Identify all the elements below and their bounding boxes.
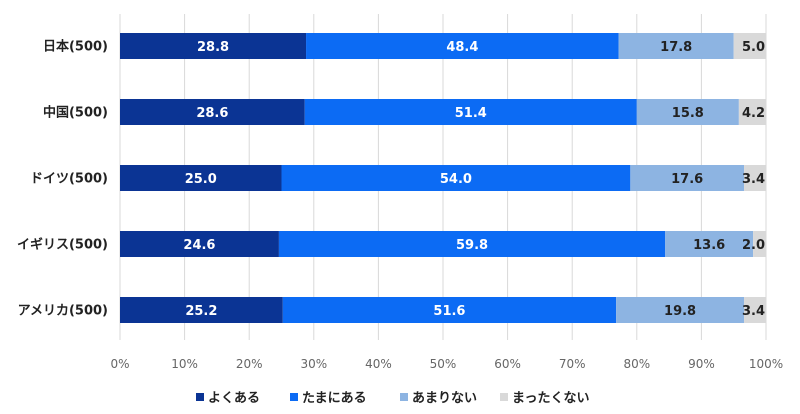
category-label: ドイツ(500) <box>30 172 108 187</box>
bar-segment <box>120 165 282 191</box>
bar-segment <box>304 99 637 125</box>
bar-segment <box>278 231 666 257</box>
bar-value-label: 13.6 <box>693 238 725 253</box>
bar-value-label: 3.4 <box>742 172 765 187</box>
bar-value-label: 25.0 <box>185 172 217 187</box>
category-labels: 日本(500) 中国(500) ドイツ(500) イギリス(500) アメリカ(500) <box>17 39 108 319</box>
x-tick-label: 50% <box>430 357 457 371</box>
legend: よくある たまにある あまりない まったくない <box>196 391 589 406</box>
bar-value-label: 59.8 <box>456 238 488 253</box>
bar-value-label: 28.6 <box>196 106 228 121</box>
bar-segment <box>744 165 766 191</box>
legend-swatch <box>196 393 204 401</box>
bar-value-label: 25.2 <box>185 304 217 319</box>
bar-segment <box>733 33 766 59</box>
bar-value-label: 15.8 <box>672 106 704 121</box>
bar-segment <box>665 231 754 257</box>
bar-value-label: 19.8 <box>664 304 696 319</box>
bar-segment <box>753 231 766 257</box>
bar-segment <box>738 99 766 125</box>
bar-segment <box>120 33 307 59</box>
bar-value-label: 5.0 <box>742 40 765 55</box>
category-label: 中国(500) <box>43 105 108 121</box>
category-label: イギリス(500) <box>17 237 108 253</box>
x-tick-label: 100% <box>749 357 783 371</box>
x-tick-label: 20% <box>236 357 263 371</box>
bar-value-label: 54.0 <box>440 172 472 187</box>
bar-value-label: 4.2 <box>742 106 765 121</box>
legend-swatch <box>500 393 508 401</box>
bar-segment <box>616 297 745 323</box>
bar-value-label: 48.4 <box>446 40 478 55</box>
bar-value-label: 2.0 <box>742 238 765 253</box>
x-tick-label: 80% <box>623 357 650 371</box>
bar-segment <box>281 165 631 191</box>
legend-label: あまりない <box>412 391 477 406</box>
bar-segment <box>306 33 619 59</box>
bar-value-label: 51.4 <box>455 106 487 121</box>
bar-segment <box>120 297 283 323</box>
x-axis-ticks: 0% 10% 20% 30% 40% 50% 60% 70% 80% 90% 100% <box>110 357 783 371</box>
x-tick-label: 0% <box>110 357 129 371</box>
bar-segment <box>630 165 745 191</box>
x-tick-label: 70% <box>559 357 586 371</box>
bar-segment <box>120 99 305 125</box>
x-tick-label: 30% <box>300 357 327 371</box>
x-tick-label: 40% <box>365 357 392 371</box>
bar-value-label: 24.6 <box>183 238 215 253</box>
bar-value-label: 28.8 <box>197 40 229 55</box>
legend-label: よくある <box>208 391 260 406</box>
bar-value-label: 17.6 <box>671 172 703 187</box>
bar-segment <box>282 297 617 323</box>
bar-value-label: 51.6 <box>433 304 465 319</box>
bar-segment <box>120 231 279 257</box>
bar-segment <box>636 99 739 125</box>
x-tick-label: 90% <box>688 357 715 371</box>
bar-segment <box>744 297 766 323</box>
bar-value-label: 17.8 <box>660 40 692 55</box>
bar-value-label: 3.4 <box>742 304 765 319</box>
legend-swatch <box>290 393 298 401</box>
category-label: アメリカ(500) <box>18 304 108 319</box>
x-tick-label: 10% <box>171 357 198 371</box>
legend-swatch <box>400 393 408 401</box>
category-label: 日本(500) <box>43 39 108 55</box>
legend-label: まったくない <box>512 391 589 406</box>
legend-label: たまにある <box>302 391 367 406</box>
bars: 28.8 48.4 17.8 5.0 28.6 51.4 15.8 4.2 25.0 54.0 17… <box>120 33 766 323</box>
x-tick-label: 60% <box>494 357 521 371</box>
bar-segment <box>618 33 734 59</box>
